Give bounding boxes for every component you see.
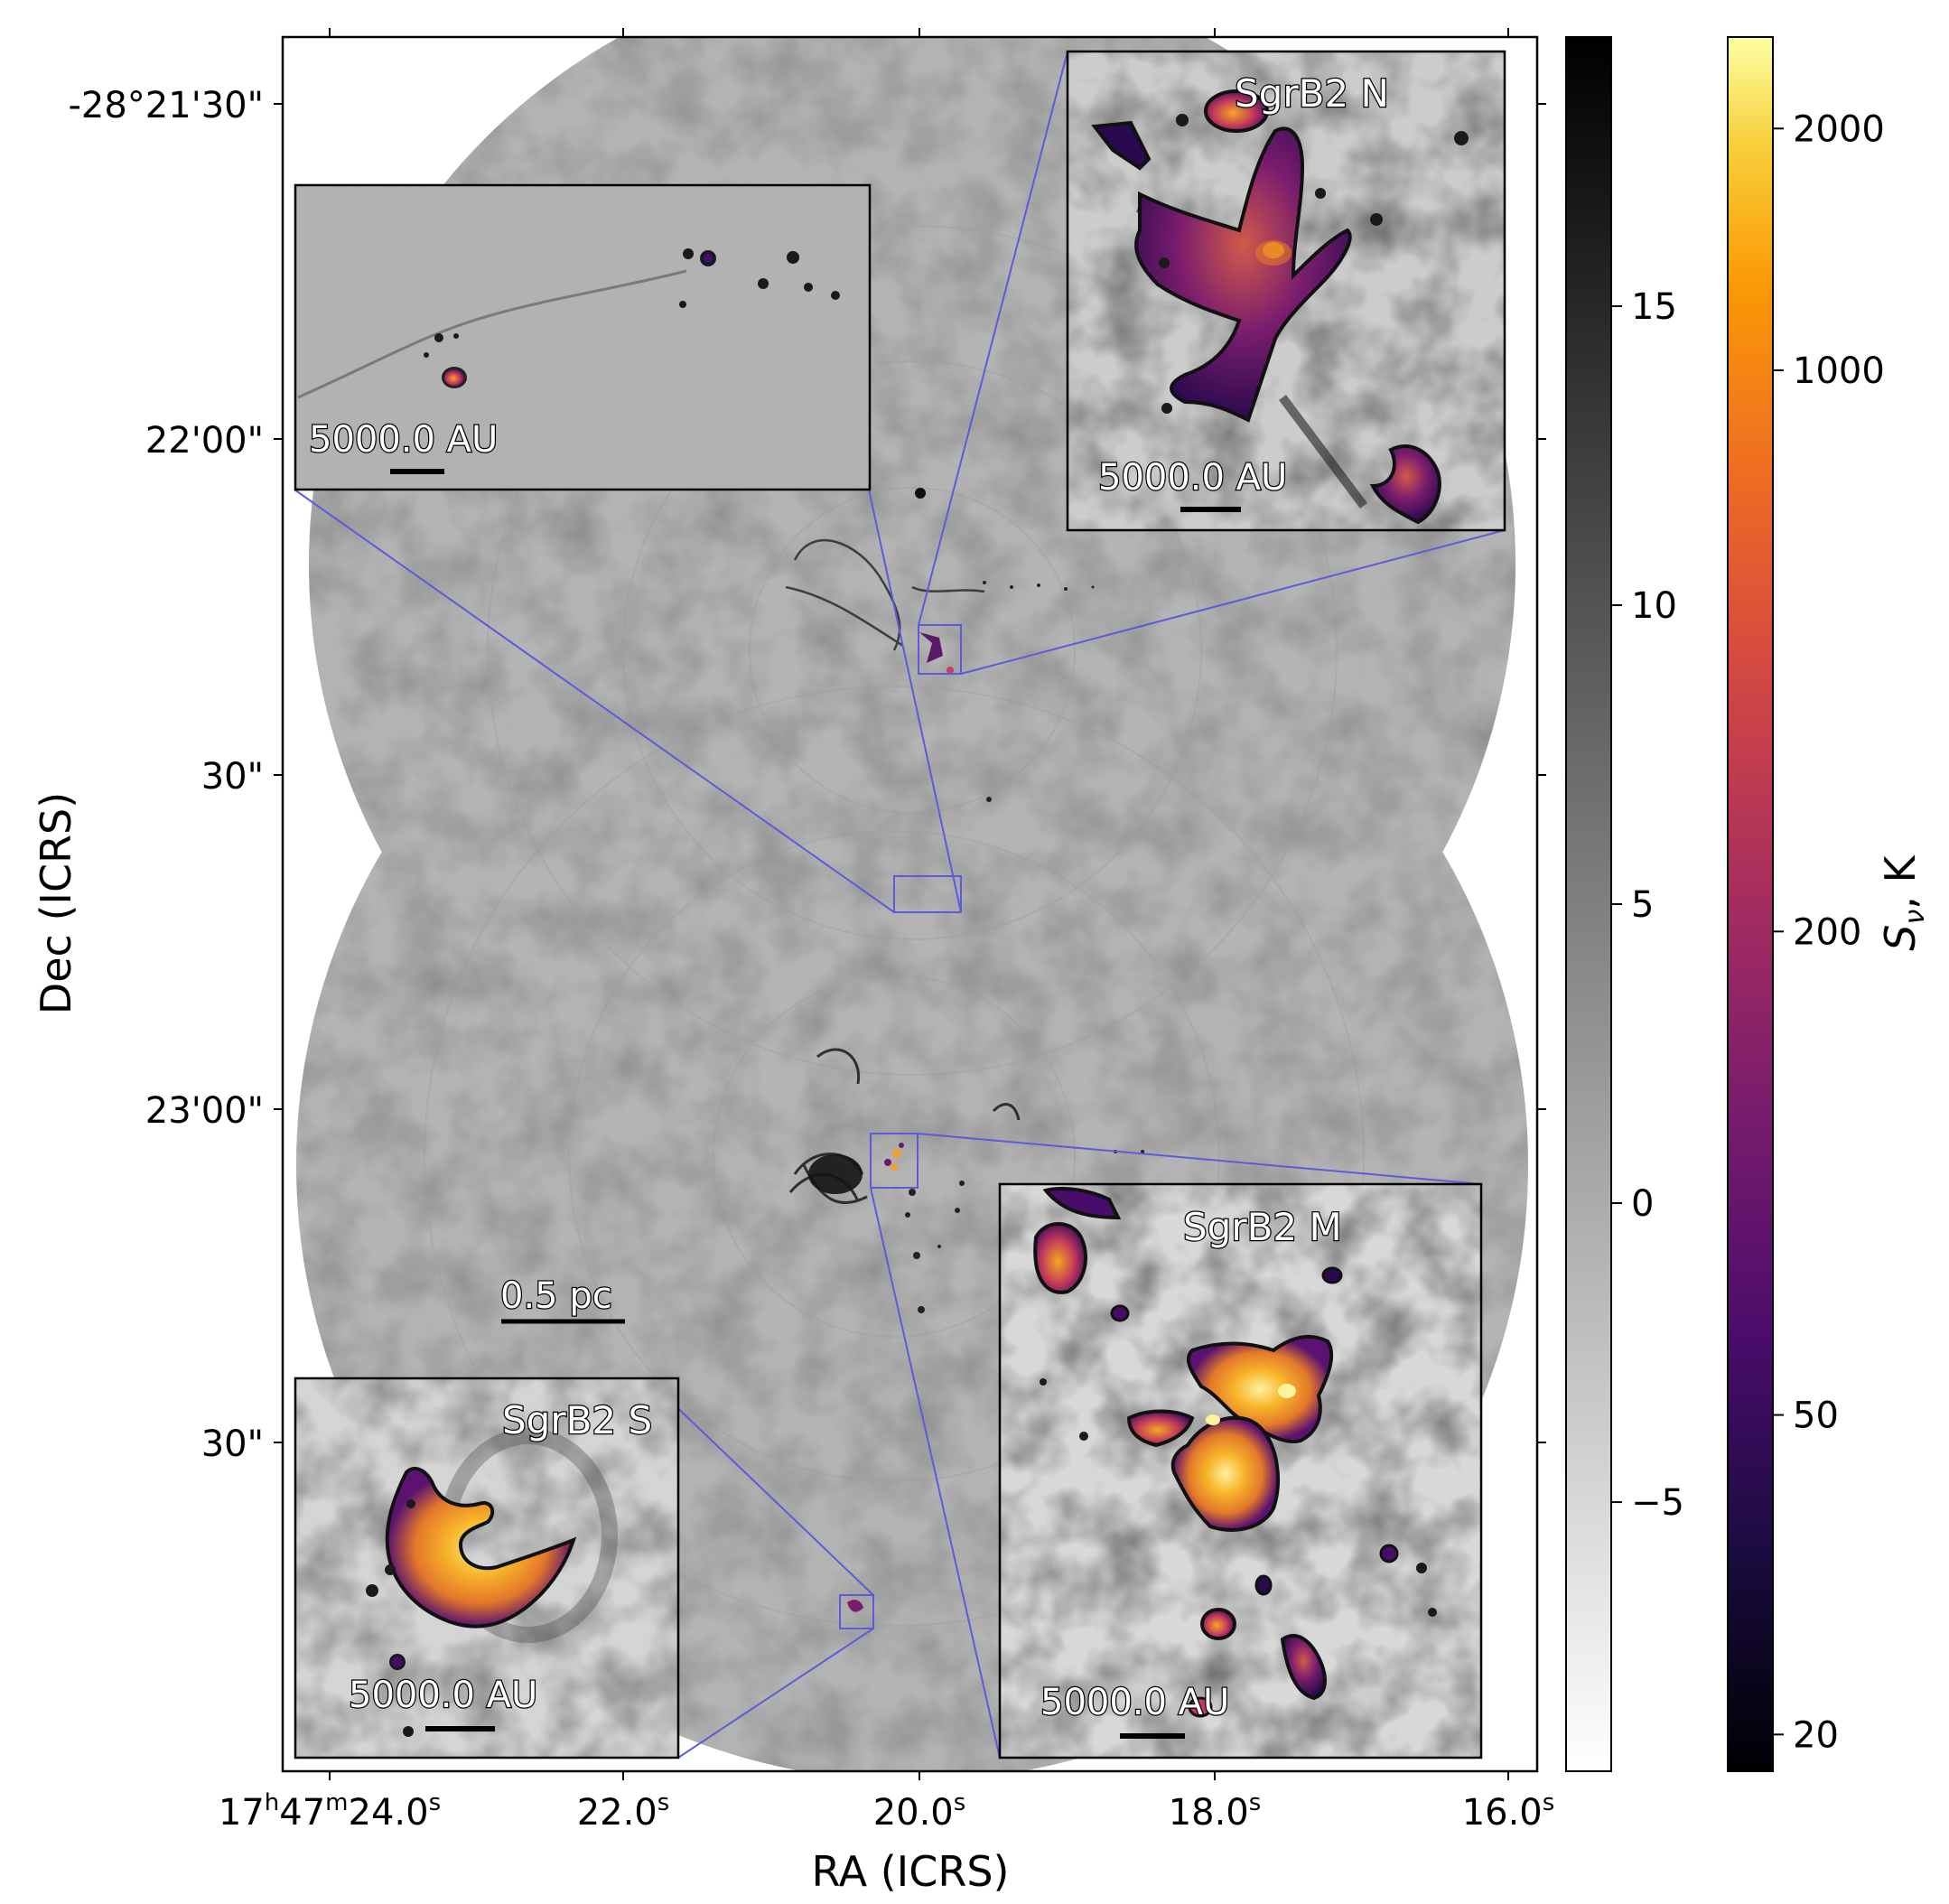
colorbar-inferno-tick-1-label: 1000 (1793, 350, 1885, 392)
inset-north: SgrB2 N 5000.0 AU (1066, 50, 1506, 532)
inset-filament-scalebar-label: 5000.0 AU (309, 419, 498, 461)
inset-north-title: SgrB2 N (1235, 71, 1389, 116)
colorbar-gray-tick-4-label: −5 (1631, 1482, 1684, 1524)
colorbar-inferno (1727, 36, 1774, 1772)
main-plot-frame (281, 35, 1539, 1773)
colorbar-gray (1565, 36, 1612, 1772)
x-tick-label-4: 16.0s (1462, 1789, 1555, 1834)
x-tick-label-2: 20.0s (873, 1789, 966, 1834)
main-scalebar-label: 0.5 pc (500, 1275, 612, 1317)
y-tick-label-1: 22'00" (145, 420, 264, 462)
inset-south: SgrB2 S 5000.0 AU (294, 1377, 680, 1759)
colorbar-gray-tick-2-label: 5 (1631, 884, 1654, 926)
colorbar-inferno-tick-2-label: 200 (1793, 911, 1861, 953)
inset-south-scalebar-label: 5000.0 AU (349, 1675, 537, 1716)
colorbar-gray-tick-0-label: 15 (1631, 286, 1677, 328)
x-axis-label: RA (ICRS) (812, 1847, 1010, 1896)
colorbar-gray-tick-3-label: 0 (1631, 1183, 1654, 1225)
x-tick-label-3: 18.0s (1169, 1789, 1262, 1834)
inset-filament: 5000.0 AU (294, 183, 872, 491)
colorbar-inferno-label: Sν, K (1876, 854, 1931, 950)
y-tick-label-2: 30" (201, 756, 264, 798)
colorbar-gray-ticks: 15 10 5 0 −5 (1611, 286, 1684, 1524)
colorbar-gray-tick-1-label: 10 (1631, 585, 1677, 627)
inset-middle-title: SgrB2 M (1183, 1205, 1342, 1249)
colorbar-inferno-tick-4-label: 20 (1793, 1714, 1839, 1756)
colorbar-inferno-ticks: 2000 1000 200 50 20 (1773, 108, 1885, 1756)
y-tick-label-4: 30" (201, 1423, 264, 1465)
inset-middle-scalebar-label: 5000.0 AU (1040, 1682, 1229, 1723)
axis-ticks (274, 28, 1546, 1780)
y-tick-label-0: -28°21'30" (68, 85, 264, 126)
colorbar-inferno-tick-3-label: 50 (1793, 1395, 1839, 1437)
inset-north-scalebar-label: 5000.0 AU (1098, 457, 1287, 499)
x-tick-label-1: 22.0s (577, 1789, 670, 1834)
x-tick-label-0: 17h47m24.0s (219, 1789, 441, 1834)
inset-middle: SgrB2 M 5000.0 AU (998, 1182, 1483, 1759)
y-tick-label-3: 23'00" (145, 1090, 264, 1132)
y-axis-label: Dec (ICRS) (32, 792, 80, 1014)
zoom-indicators (294, 51, 1506, 1759)
inset-south-title: SgrB2 S (502, 1398, 652, 1442)
colorbar-inferno-tick-0-label: 2000 (1793, 108, 1885, 150)
